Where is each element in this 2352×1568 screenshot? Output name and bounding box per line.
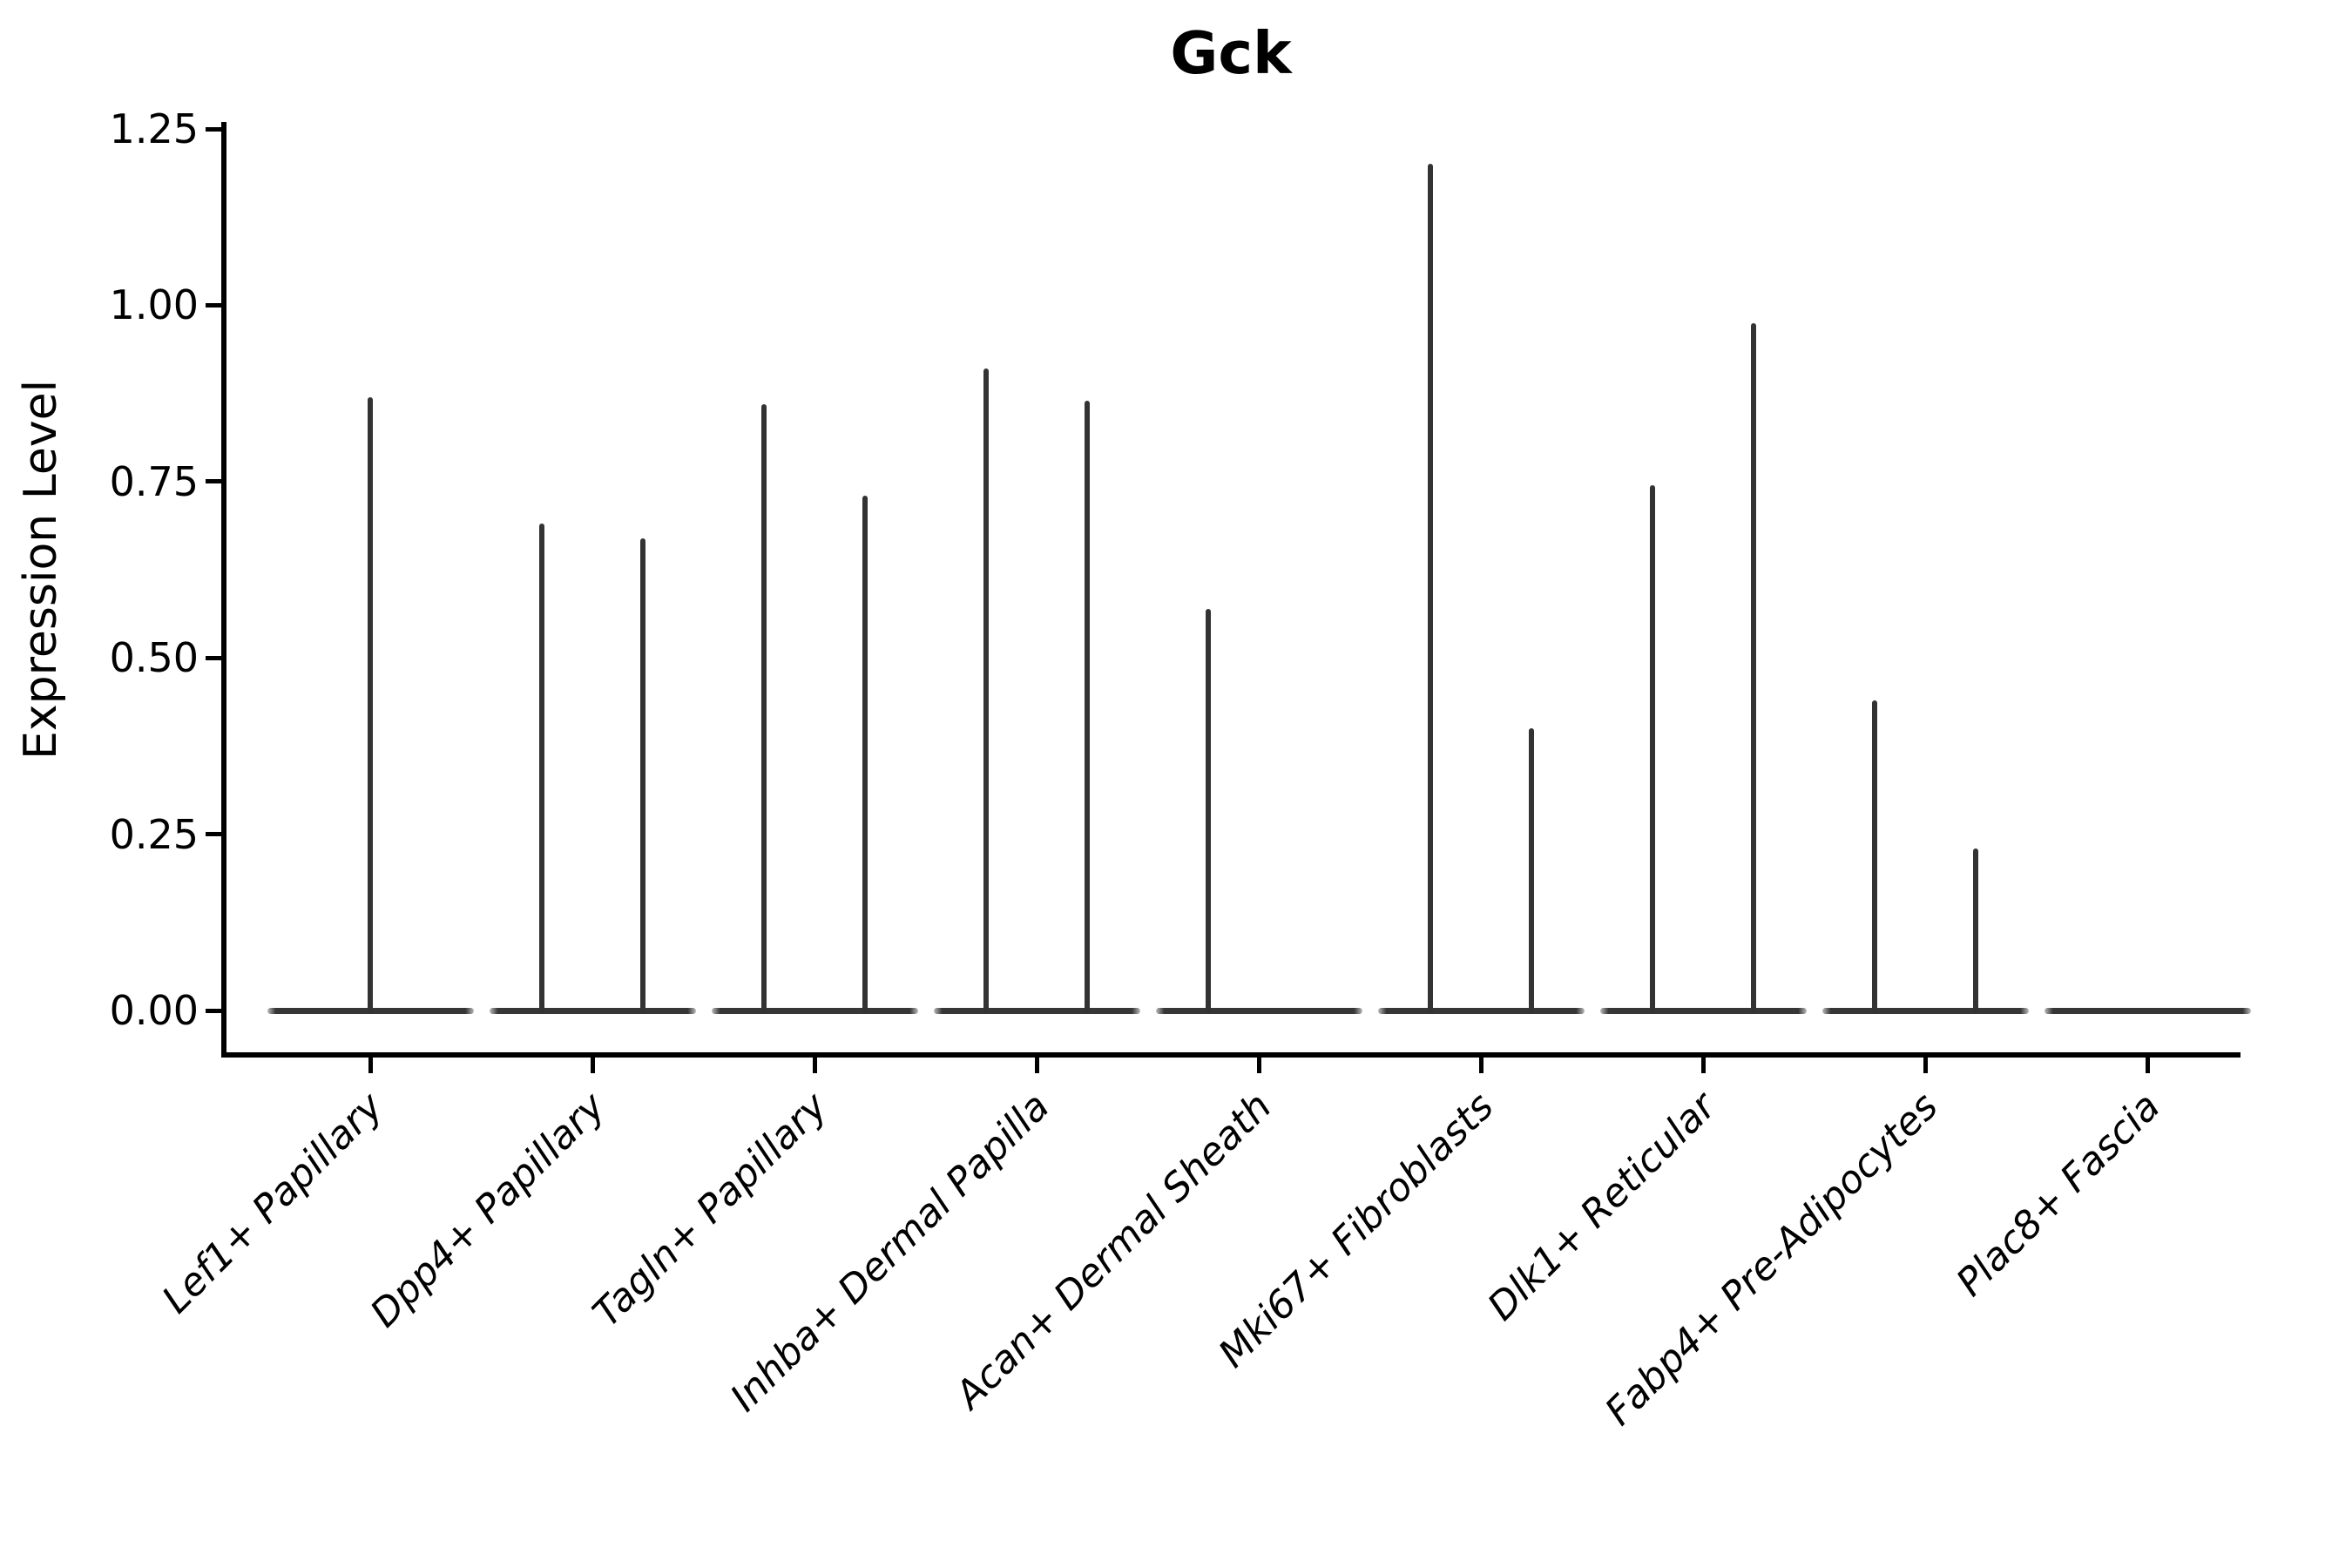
y-tick-label: 0.50 (109, 634, 199, 682)
y-tick-label: 0.00 (109, 987, 199, 1034)
y-tick-label: 1.00 (109, 281, 199, 329)
violin-spike (1428, 164, 1433, 1014)
y-tick-label: 0.75 (109, 457, 199, 505)
violin-baseline (1821, 1007, 2029, 1014)
violin-baseline (1377, 1007, 1585, 1014)
violin-baseline (489, 1007, 696, 1014)
x-tick-mark (1034, 1058, 1039, 1073)
x-tick-mark (590, 1058, 595, 1073)
y-tick-mark (206, 832, 221, 837)
violin-spike (1751, 322, 1756, 1014)
y-axis-label: Expression Level (15, 379, 67, 760)
violin-spike (539, 524, 544, 1014)
left-spine (221, 122, 226, 1058)
category-label: Dpp4+ Papillary (362, 1084, 614, 1336)
violin-spike (1529, 728, 1534, 1014)
y-tick-mark (206, 479, 221, 484)
violin-spike (761, 403, 767, 1014)
category-label: Dlk1+ Reticular (1479, 1084, 1725, 1329)
y-tick-mark (206, 126, 221, 132)
x-tick-mark (1923, 1058, 1928, 1073)
category-label: Inhba+ Dermal Papilla (721, 1084, 1058, 1421)
violin-baseline (933, 1007, 1140, 1014)
category-label: Mki67+ Fibroblasts (1210, 1084, 1503, 1376)
y-tick-label: 0.25 (109, 810, 199, 858)
y-tick-mark (206, 302, 221, 308)
bottom-spine (221, 1052, 2240, 1058)
x-tick-mark (812, 1058, 817, 1073)
x-tick-mark (1700, 1058, 1706, 1073)
violin-spike (1650, 484, 1655, 1014)
x-tick-mark (1256, 1058, 1261, 1073)
category-label: Tagln+ Papillary (584, 1084, 836, 1336)
y-tick-mark (206, 1008, 221, 1013)
category-label: Lef1+ Papillary (153, 1084, 392, 1322)
violin-spike (640, 537, 645, 1014)
violin-spike (1085, 400, 1090, 1014)
violin-spike (368, 396, 373, 1014)
violin-spike (862, 495, 868, 1014)
x-tick-mark (368, 1058, 373, 1073)
violin-baseline (711, 1007, 918, 1014)
violin-spike (1872, 700, 1877, 1014)
y-tick-mark (206, 655, 221, 660)
y-tick-label: 1.25 (109, 105, 199, 152)
x-tick-mark (1478, 1058, 1484, 1073)
chart-title: Gck (1170, 19, 1292, 87)
violin-spike (983, 368, 989, 1014)
x-tick-mark (2145, 1058, 2150, 1073)
violin-spike (1206, 608, 1211, 1014)
category-label: Acan+ Dermal Sheath (947, 1084, 1281, 1418)
violin-baseline (2044, 1007, 2251, 1014)
category-label: Fabp4+ Pre-Adipocytes (1596, 1084, 1947, 1435)
violin-baseline (1599, 1007, 1807, 1014)
category-label: Plac8+ Fascia (1948, 1084, 2169, 1305)
violin-baseline (1155, 1007, 1362, 1014)
violin-spike (1973, 848, 1978, 1014)
